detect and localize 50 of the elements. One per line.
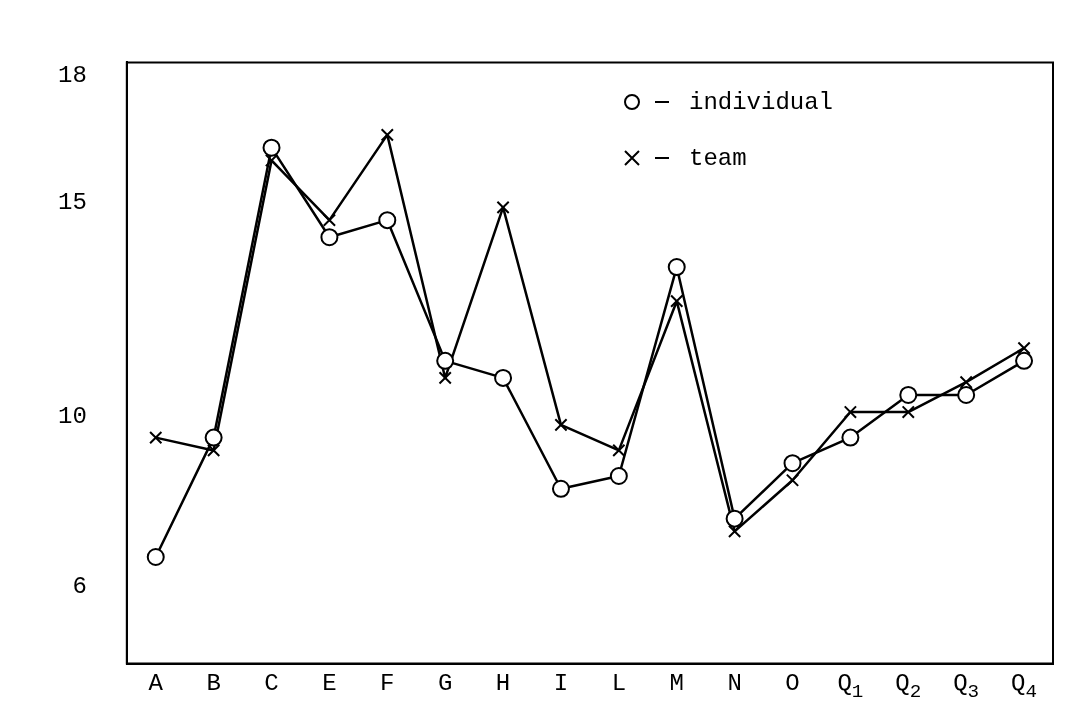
point <box>667 258 686 277</box>
point <box>785 473 800 487</box>
point <box>378 211 397 230</box>
x-tick-label: L <box>611 669 627 697</box>
point <box>496 200 510 215</box>
x-tick-label: O <box>785 669 800 697</box>
point <box>901 405 915 419</box>
x-tick-label: F <box>380 669 395 697</box>
point <box>841 428 860 447</box>
point <box>264 153 279 168</box>
x-tick-label: M <box>669 669 684 697</box>
y-tick-label: 6 <box>72 573 87 601</box>
legend-label: team <box>689 144 747 172</box>
point <box>725 509 744 528</box>
y-tick-label: 10 <box>57 402 87 430</box>
y-tick-label: 18 <box>57 61 87 89</box>
point <box>380 128 394 142</box>
point <box>783 454 802 473</box>
point <box>146 548 165 566</box>
legend-label: individual <box>689 88 834 116</box>
point <box>206 443 221 458</box>
point <box>957 385 976 404</box>
point <box>438 371 452 385</box>
point <box>320 228 339 247</box>
point <box>959 375 973 389</box>
point <box>554 418 568 432</box>
x-tick-label: A <box>148 669 164 697</box>
point <box>609 466 628 485</box>
x-tick-label: E <box>322 669 337 697</box>
point <box>843 405 858 419</box>
point <box>899 385 918 404</box>
point <box>670 294 684 308</box>
x-tick-label: I <box>553 669 569 697</box>
point <box>204 428 223 447</box>
x-tick-label: B <box>206 669 221 697</box>
point <box>262 138 281 157</box>
point <box>727 524 742 539</box>
point <box>436 351 455 370</box>
point <box>1017 341 1031 355</box>
point <box>149 430 163 445</box>
point <box>1015 351 1034 370</box>
x-tick-label: H <box>495 669 511 697</box>
x-tick-label: G <box>437 669 453 697</box>
point <box>494 368 513 387</box>
point <box>551 479 570 498</box>
y-tick-label: 15 <box>57 189 87 217</box>
x-tick-label: N <box>727 669 742 697</box>
point <box>612 443 626 458</box>
x-tick-label: C <box>264 669 279 697</box>
point <box>322 213 337 227</box>
